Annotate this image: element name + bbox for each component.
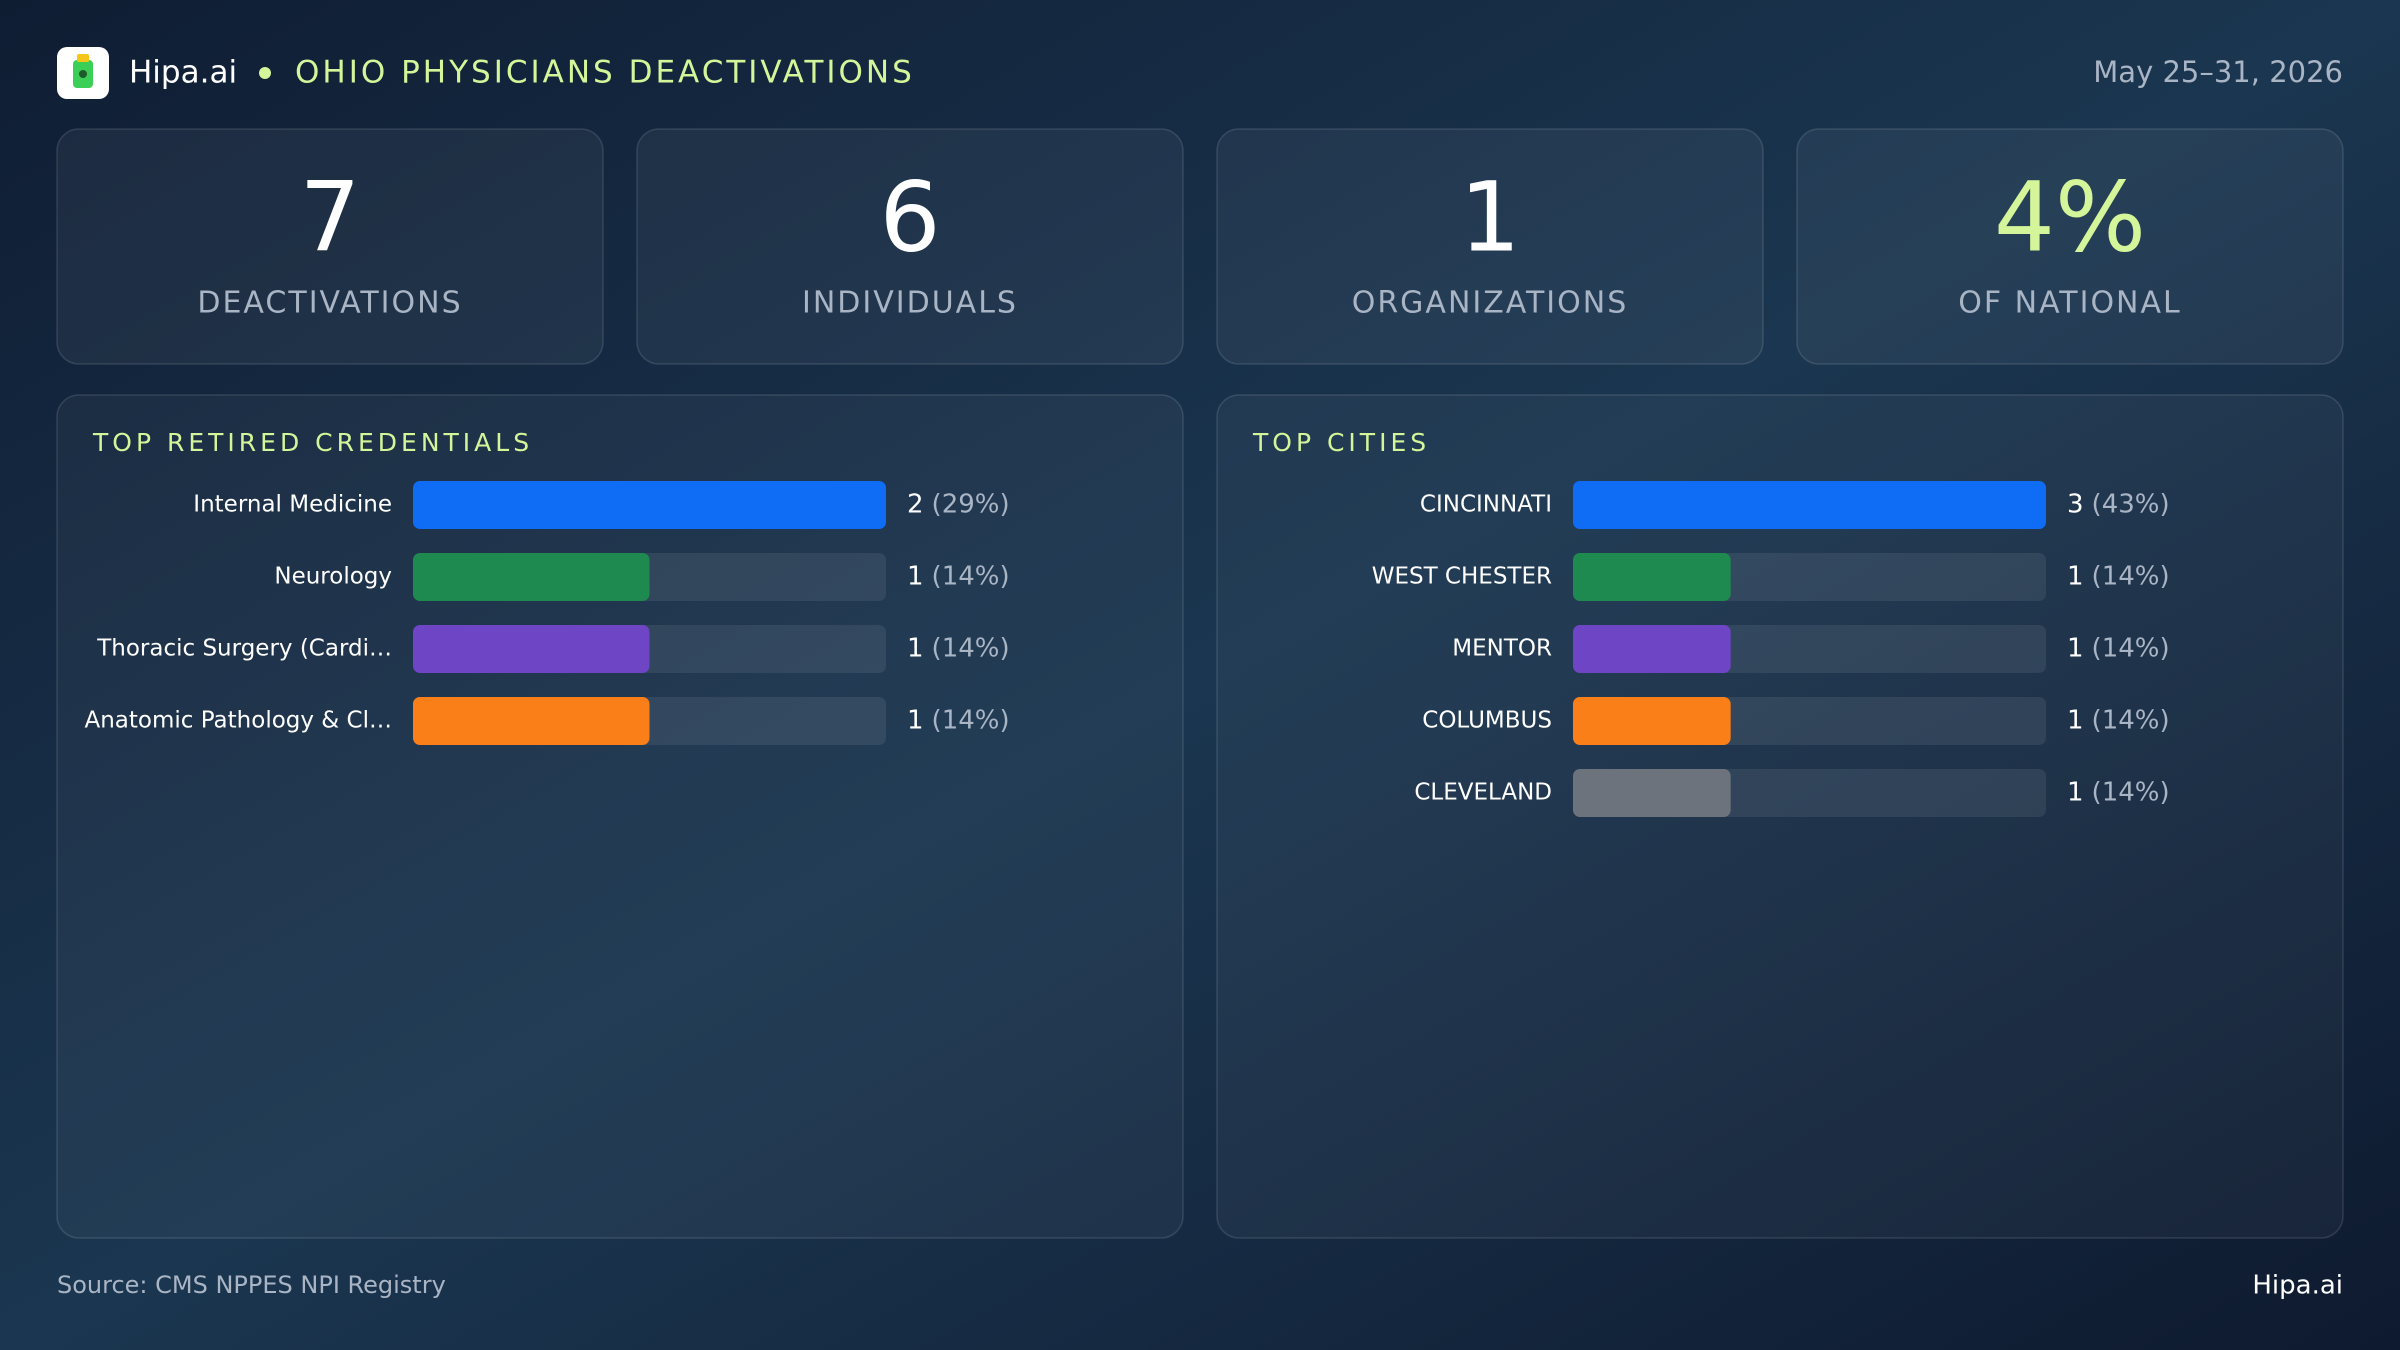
- page-title: OHIO PHYSICIANS DEACTIVATIONS: [295, 55, 915, 91]
- stat-value: 1: [1459, 161, 1520, 273]
- stat-value: 7: [299, 161, 360, 273]
- stat-label: INDIVIDUALS: [802, 286, 1018, 321]
- stat-card: [1216, 128, 1764, 365]
- percent-label: (14%): [932, 706, 1010, 736]
- percent-label: (29%): [932, 490, 1010, 520]
- category-label: Thoracic Surgery (Cardi…: [96, 636, 392, 662]
- date-range: May 25–31, 2026: [2093, 55, 2343, 89]
- percent-label: (14%): [2092, 634, 2170, 664]
- percent-label: (14%): [2092, 706, 2170, 736]
- stat-value: 6: [879, 161, 940, 273]
- footer-brand: Hipa.ai: [2252, 1271, 2343, 1301]
- bar: [1573, 697, 1731, 745]
- value-label: 1: [907, 706, 924, 736]
- value-label: 1: [2067, 562, 2084, 592]
- value-label: 1: [2067, 706, 2084, 736]
- percent-label: (14%): [2092, 778, 2170, 808]
- stat-label: ORGANIZATIONS: [1352, 286, 1629, 321]
- logo: [57, 47, 109, 99]
- bar: [1573, 625, 1731, 673]
- category-label: Anatomic Pathology & Cl…: [84, 708, 392, 734]
- brand: Hipa.ai: [129, 55, 237, 91]
- bar: [413, 553, 650, 601]
- percent-label: (14%): [932, 562, 1010, 592]
- bar: [413, 481, 886, 529]
- value-label: 1: [907, 562, 924, 592]
- value-label: 1: [2067, 778, 2084, 808]
- chart-title: TOP RETIRED CREDENTIALS: [92, 428, 533, 457]
- category-label: COLUMBUS: [1422, 708, 1552, 734]
- percent-label: (43%): [2092, 490, 2170, 520]
- bar: [1573, 553, 1731, 601]
- percent-label: (14%): [2092, 562, 2170, 592]
- value-label: 1: [907, 634, 924, 664]
- percent-label: (14%): [932, 634, 1010, 664]
- stat-card: [1796, 128, 2344, 365]
- stat-value: 4%: [1994, 161, 2146, 273]
- value-label: 1: [2067, 634, 2084, 664]
- value-label: 3: [2067, 490, 2084, 520]
- category-label: CLEVELAND: [1414, 780, 1552, 806]
- bar: [1573, 769, 1731, 817]
- bar: [1573, 481, 2046, 529]
- bar: [413, 625, 650, 673]
- stat-label: DEACTIVATIONS: [197, 286, 462, 321]
- stat-card: [636, 128, 1184, 365]
- category-label: Internal Medicine: [193, 492, 392, 518]
- source: Source: CMS NPPES NPI Registry: [57, 1271, 446, 1299]
- stat-card: [56, 128, 604, 365]
- category-label: CINCINNATI: [1420, 492, 1552, 518]
- chart-panel: [56, 394, 1184, 1239]
- category-label: Neurology: [274, 564, 392, 590]
- separator-dot: [259, 67, 271, 79]
- category-label: MENTOR: [1452, 636, 1552, 662]
- category-label: WEST CHESTER: [1372, 564, 1552, 590]
- chart-panel: [1216, 394, 2344, 1239]
- chart-title: TOP CITIES: [1252, 428, 1430, 457]
- value-label: 2: [907, 490, 924, 520]
- stat-label: OF NATIONAL: [1958, 286, 2182, 321]
- bar: [413, 697, 650, 745]
